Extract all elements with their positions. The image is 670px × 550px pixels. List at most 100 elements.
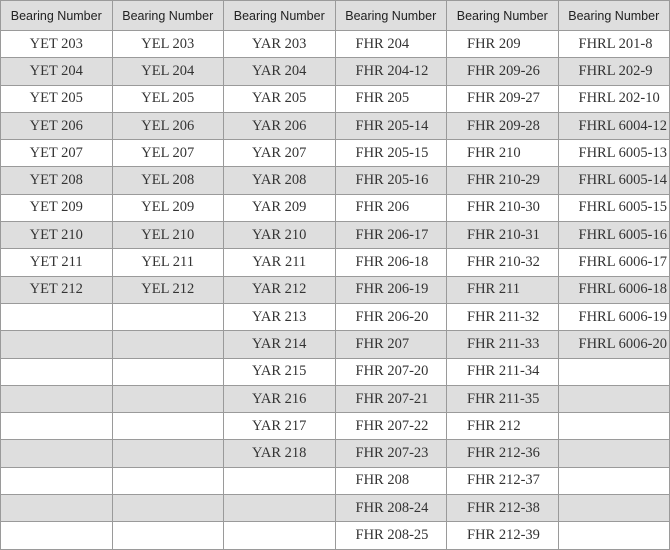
table-cell: FHR 207 [334, 330, 447, 359]
table-cell: FHR 206-17 [334, 221, 447, 250]
table-cell: YET 209 [0, 193, 113, 223]
table-cell [0, 384, 113, 414]
table-cell: YAR 207 [223, 139, 336, 168]
table-cell: FHRL 6006-20 [557, 330, 670, 359]
table-cell [557, 384, 670, 414]
table-row: YAR 217 FHR 207-22 FHR 212 [0, 412, 670, 441]
table-cell [0, 412, 113, 441]
table-cell: YEL 211 [111, 248, 224, 277]
table-cell: YAR 211 [223, 248, 336, 277]
table-cell [557, 521, 670, 550]
table-row: YET 210 YEL 210 YAR 210 FHR 206-17 FHR 210-3… [0, 221, 670, 250]
table-row: FHR 208-24 FHR 212-38 [0, 494, 670, 523]
table-cell: FHR 211-32 [446, 302, 559, 332]
table-row: YAR 215 FHR 207-20 FHR 211-34 [0, 357, 670, 386]
table-cell: FHR 208-25 [334, 521, 447, 550]
table-cell: YAR 212 [223, 275, 336, 304]
table-cell: YET 212 [0, 275, 113, 304]
table-cell: YAR 215 [223, 357, 336, 386]
header-row: Bearing Number Bearing Number Bearing Numb… [0, 0, 670, 31]
table-cell [557, 357, 670, 386]
table-cell: YAR 208 [223, 166, 336, 195]
table-cell: FHRL 202-9 [557, 57, 670, 86]
table-cell: YAR 204 [223, 57, 336, 86]
table-row: YET 212 YEL 212 YAR 212 FHR 206-19 FHR 211 FH… [0, 275, 670, 304]
column-header: Bearing Number [446, 0, 559, 31]
column-header: Bearing Number [557, 0, 670, 31]
table-cell: FHR 205-16 [334, 166, 447, 195]
table-cell: FHRL 6005-13 [557, 139, 670, 168]
table-row: YET 205 YEL 205 YAR 205 FHR 205 FHR 209-27 FH… [0, 84, 670, 113]
table-cell: YET 210 [0, 221, 113, 250]
table-row: YAR 218 FHR 207-23 FHR 212-36 [0, 439, 670, 468]
table-cell: FHR 211-34 [446, 357, 559, 386]
table-row: YET 206 YEL 206 YAR 206 FHR 205-14 FHR 209-2… [0, 111, 670, 141]
table-cell: FHR 207-21 [334, 384, 447, 414]
column-header: Bearing Number [0, 0, 113, 31]
table-cell: FHRL 201-8 [557, 29, 670, 59]
table-cell: FHR 210-32 [446, 248, 559, 277]
table-cell: FHR 207-20 [334, 357, 447, 386]
table-row: YET 211 YEL 211 YAR 211 FHR 206-18 FHR 210-3… [0, 248, 670, 277]
table-cell: YAR 203 [223, 29, 336, 59]
table-cell [111, 412, 224, 441]
table-cell [0, 439, 113, 468]
table-row: YET 204 YEL 204 YAR 204 FHR 204-12 FHR 209-2… [0, 57, 670, 86]
table-cell: FHRL 6006-19 [557, 302, 670, 332]
table-row: FHR 208-25 FHR 212-39 [0, 521, 670, 550]
table-cell: YAR 217 [223, 412, 336, 441]
table-cell [0, 302, 113, 332]
table-row: FHR 208 FHR 212-37 [0, 466, 670, 496]
table-cell: YEL 209 [111, 193, 224, 223]
table-cell: YAR 209 [223, 193, 336, 223]
table-row: YAR 214 FHR 207 FHR 211-33 FHRL 6006-20 [0, 330, 670, 359]
table-cell: FHRL 202-10 [557, 84, 670, 113]
table-cell: FHR 212-36 [446, 439, 559, 468]
table-cell [223, 466, 336, 496]
table-cell: YAR 218 [223, 439, 336, 468]
table-cell [223, 494, 336, 523]
table-cell: YEL 210 [111, 221, 224, 250]
table-cell [111, 330, 224, 359]
table-cell: YEL 212 [111, 275, 224, 304]
table-cell: FHR 206 [334, 193, 447, 223]
table-cell [0, 357, 113, 386]
table-cell: YEL 205 [111, 84, 224, 113]
table-cell [557, 494, 670, 523]
table-cell: YAR 206 [223, 111, 336, 141]
table-cell: YET 203 [0, 29, 113, 59]
table-cell [111, 384, 224, 414]
table-row: YET 203 YEL 203 YAR 203 FHR 204 FHR 209 FHRL … [0, 29, 670, 59]
table-cell: FHRL 6005-14 [557, 166, 670, 195]
table-cell: FHR 211-35 [446, 384, 559, 414]
table-cell [557, 466, 670, 496]
table-cell: FHR 209 [446, 29, 559, 59]
table-cell: FHR 206-20 [334, 302, 447, 332]
table-cell: FHR 204 [334, 29, 447, 59]
table-cell: FHR 210-30 [446, 193, 559, 223]
table-row: YET 207 YEL 207 YAR 207 FHR 205-15 FHR 210 FH… [0, 139, 670, 168]
table-cell [223, 521, 336, 550]
table-cell: YEL 208 [111, 166, 224, 195]
table-cell: FHR 210-31 [446, 221, 559, 250]
table-cell: FHR 205 [334, 84, 447, 113]
table-cell [0, 494, 113, 523]
table-row: YET 209 YEL 209 YAR 209 FHR 206 FHR 210-30 FH… [0, 193, 670, 223]
table-cell [0, 330, 113, 359]
table-cell [111, 302, 224, 332]
table-cell [111, 466, 224, 496]
table-cell [111, 439, 224, 468]
table-cell: FHR 206-19 [334, 275, 447, 304]
table-cell: YEL 206 [111, 111, 224, 141]
table-cell [111, 521, 224, 550]
table-cell [111, 494, 224, 523]
table-cell: YEL 203 [111, 29, 224, 59]
table-cell: FHR 209-27 [446, 84, 559, 113]
table-cell: FHR 211-33 [446, 330, 559, 359]
table-cell: YET 207 [0, 139, 113, 168]
table-cell: YAR 214 [223, 330, 336, 359]
column-header: Bearing Number [223, 0, 336, 31]
table-cell: FHRL 6006-17 [557, 248, 670, 277]
table-cell [557, 439, 670, 468]
